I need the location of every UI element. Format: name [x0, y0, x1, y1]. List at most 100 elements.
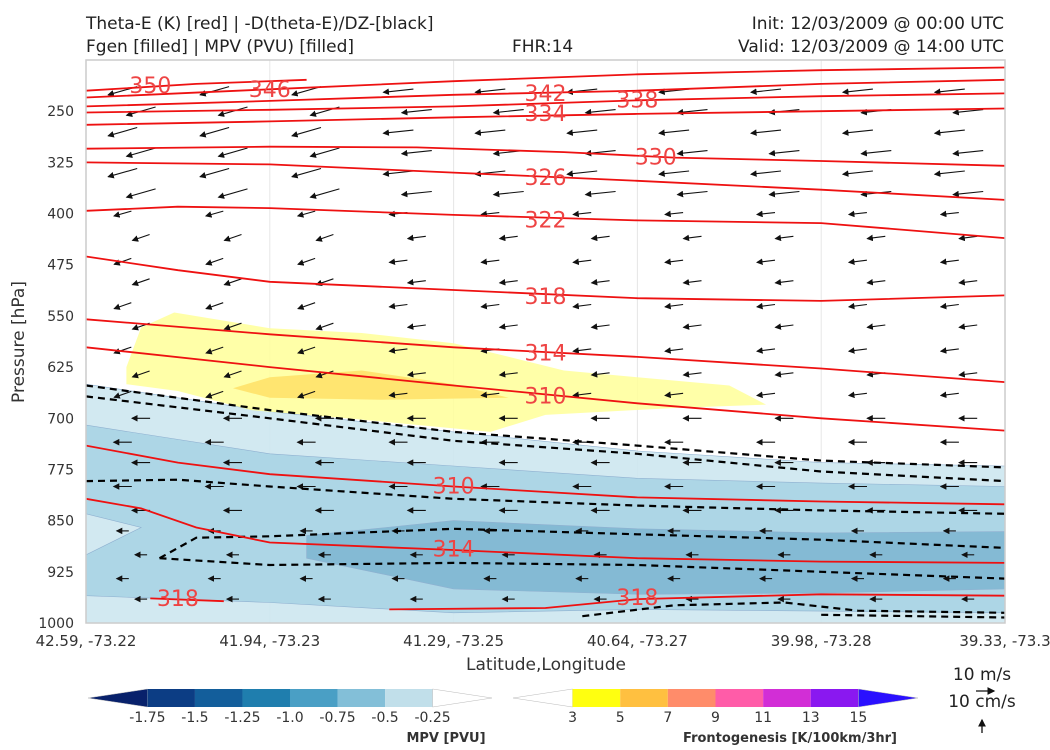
wind-vector [584, 108, 616, 116]
wind-vector [682, 323, 702, 330]
wind-vector [474, 129, 506, 136]
wind-vector [584, 190, 616, 198]
theta-e-contour [86, 346, 1005, 432]
fgen-colorbar-swatch [572, 689, 621, 707]
x-axis-label: Latitude,Longitude [466, 655, 626, 675]
forecast-hour: FHR:14 [512, 37, 574, 57]
init-time: Init: 12/03/2009 @ 00:00 UTC [751, 14, 1004, 34]
theta-e-contour [86, 318, 1005, 383]
wind-vector [217, 147, 248, 158]
wind-vector [400, 190, 432, 198]
title-line1-left: Theta-E (K) [red] | -D(theta-E)/DZ-[blac… [86, 14, 434, 34]
theta-e-label: 342 [525, 82, 567, 107]
theta-e-label: 330 [635, 146, 677, 171]
wind-vector [664, 258, 684, 266]
wind-vector [958, 278, 978, 286]
wind-vector [664, 210, 684, 218]
wind-vector [658, 170, 690, 177]
wind-vector [841, 129, 873, 136]
y-tick-label: 925 [47, 565, 74, 581]
fgen-colorbar-tick: 13 [802, 710, 820, 726]
wind-vector [315, 233, 334, 242]
y-tick-label: 700 [47, 411, 74, 427]
wind-vector [406, 234, 426, 242]
theta-e-contour [150, 597, 224, 603]
wind-vector [474, 88, 506, 95]
mpv-colorbar-tick: -0.5 [371, 710, 398, 726]
theta-e-contour [86, 444, 1005, 506]
theta-e-label: 318 [525, 285, 567, 310]
fgen-colorbar-swatch [810, 689, 859, 707]
wind-vector [291, 126, 322, 138]
wind-vector [572, 391, 592, 399]
wind-vector [297, 390, 316, 399]
wind-vector [958, 371, 978, 378]
wind-vector [498, 323, 518, 330]
stability-contour [86, 478, 1005, 515]
wind-vector [113, 210, 132, 218]
theta-e-label: 334 [525, 102, 567, 127]
wind-vector [933, 170, 965, 177]
wind-vector [113, 302, 132, 310]
wind-vector [382, 170, 414, 177]
x-tick-label: 42.59, -73.22 [36, 632, 137, 650]
mpv-colorbar-tick: -1.5 [181, 710, 208, 726]
wind-vector [847, 258, 867, 266]
wind-vector [866, 278, 886, 286]
valid-time: Valid: 12/03/2009 @ 14:00 UTC [738, 37, 1004, 57]
wind-vector [750, 88, 782, 95]
wind-vector [774, 278, 794, 286]
ref-vector-vertical: 10 cm/s [948, 692, 1016, 712]
y-tick-label: 625 [47, 360, 74, 376]
wind-vector [199, 167, 230, 179]
wind-vector [841, 170, 873, 177]
mpv-colorbar-tick: -1.25 [224, 710, 260, 726]
fgen-colorbar-label: Frontogenesis [K/100km/3hr] [683, 731, 897, 746]
wind-vector [566, 170, 598, 177]
wind-vector [480, 391, 500, 399]
x-tick-label: 39.98, -73.28 [771, 632, 872, 650]
x-tick-label: 39.33, -73.3 [959, 632, 1050, 650]
wind-vector [664, 347, 684, 354]
wind-vector [572, 302, 592, 310]
fgen-colorbar-swatch [620, 689, 668, 707]
fgen-colorbar-swatch [512, 688, 573, 708]
wind-vector [866, 323, 886, 330]
y-tick-label: 550 [47, 309, 74, 325]
y-tick-label: 850 [47, 514, 74, 530]
theta-e-contour [86, 497, 1005, 564]
wind-vector [498, 371, 518, 378]
stability-contour [821, 613, 1005, 619]
wind-vector [406, 323, 426, 330]
wind-vector [199, 86, 230, 97]
stability-contour [86, 395, 1005, 483]
wind-vector [866, 234, 886, 242]
wind-vector [223, 322, 242, 331]
wind-vector [297, 257, 316, 266]
y-tick-label: 1000 [38, 616, 74, 632]
plot-frame [85, 59, 1006, 624]
wind-vector [933, 129, 965, 136]
wind-vector [933, 88, 965, 95]
wind-vector [388, 347, 408, 354]
wind-vector [199, 126, 230, 138]
wind-vector [664, 391, 684, 399]
wind-vector [223, 278, 242, 287]
wind-vector [774, 323, 794, 330]
wind-vector [756, 210, 776, 218]
fgen-colorbar-tick: 9 [711, 710, 720, 726]
fgen-colorbar-tick: 3 [568, 710, 577, 726]
x-tick-label: 41.29, -73.25 [403, 632, 504, 650]
theta-e-label: 338 [616, 88, 658, 113]
wind-vector [860, 149, 892, 157]
theta-e-label: 314 [525, 341, 567, 366]
wind-vector [939, 347, 959, 354]
wind-vector [125, 188, 156, 199]
wind-vector [205, 302, 224, 310]
wind-vector [498, 234, 518, 242]
wind-vector [952, 190, 984, 198]
wind-vector [939, 302, 959, 310]
y-tick-label: 400 [47, 207, 74, 223]
wind-vector [113, 346, 132, 355]
wind-vector [958, 234, 978, 242]
